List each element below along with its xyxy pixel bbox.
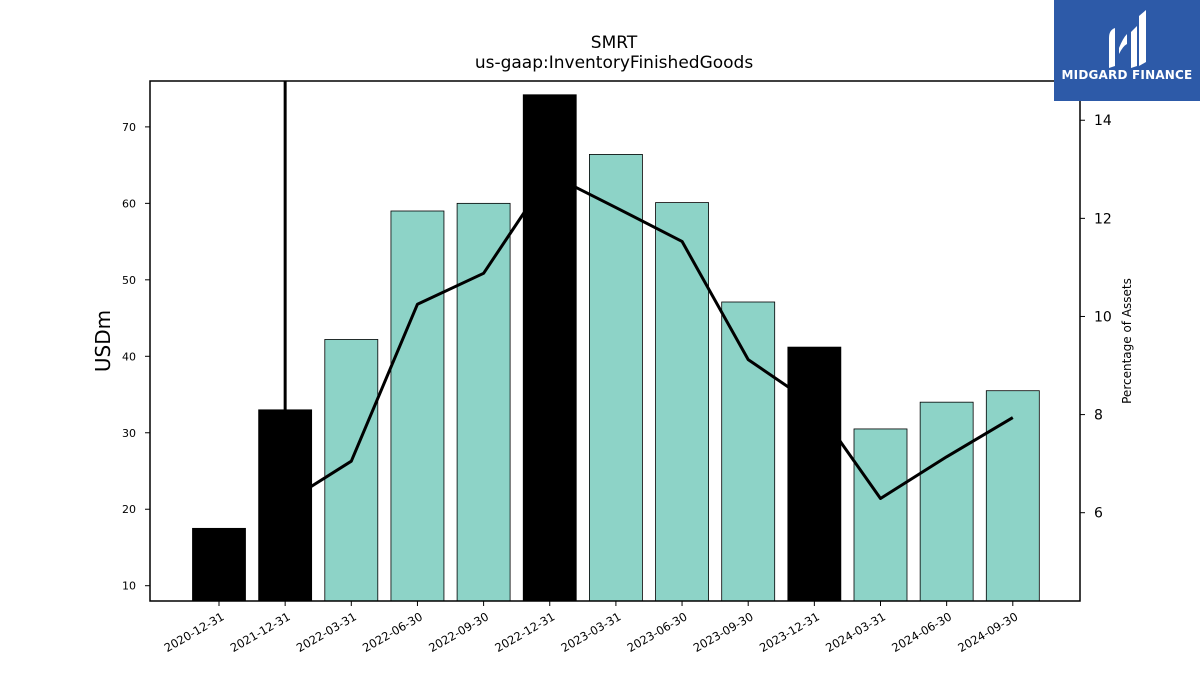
bar-2020-12-31 (192, 527, 246, 602)
x-tick-label: 2022-12-31 (492, 609, 557, 655)
bar-2023-12-31 (787, 346, 842, 602)
y-axis-right: 6 8 10 12 14 (1080, 113, 1112, 522)
x-tick-label: 2023-03-31 (559, 609, 624, 655)
bar-2023-06-30 (655, 202, 709, 602)
percent-assets-line (284, 172, 1014, 505)
x-tick-label: 2021-12-31 (228, 609, 293, 655)
x-tick-label: 2020-12-31 (162, 609, 227, 655)
x-tick-label: 2024-06-30 (889, 609, 954, 655)
bar-2022-06-30 (390, 210, 445, 602)
bar-2022-12-31 (522, 94, 577, 602)
x-axis: 2020-12-31 2021-12-31 2022-03-31 2022-06-30… (162, 601, 1020, 655)
plot-frame (149, 80, 1081, 602)
y2-axis-label: Percentage of Assets (1120, 278, 1134, 404)
bar-2023-03-31 (589, 154, 643, 602)
y-tick-label: 70 (122, 121, 136, 134)
bar-2022-09-30 (456, 202, 511, 602)
line-group (283, 81, 1014, 505)
x-tick-label: 2023-12-31 (757, 609, 822, 655)
bar-2022-03-31 (324, 339, 379, 602)
x-tick-label: 2024-03-31 (823, 609, 888, 655)
x-tick-label: 2023-06-30 (625, 609, 690, 655)
y2-tick-label: 12 (1094, 211, 1112, 227)
y-axis-label: USDm (91, 310, 115, 372)
bar-2024-09-30 (985, 390, 1040, 602)
logo-text: MIDGARD FINANCE (1061, 68, 1193, 82)
y2-tick-label: 8 (1094, 408, 1103, 424)
bar-2024-03-31 (853, 428, 908, 602)
y-tick-label: 10 (122, 580, 136, 593)
y2-tick-label: 14 (1094, 113, 1112, 129)
bar-group (192, 94, 1040, 602)
y-tick-label: 20 (122, 503, 136, 516)
logo-mark-icon (1109, 10, 1146, 68)
brand-logo: MIDGARD FINANCE (1054, 0, 1200, 101)
y-tick-label: 30 (122, 427, 136, 440)
bar-2023-09-30 (721, 301, 776, 602)
chart-subtitle: us-gaap:InventoryFinishedGoods (475, 53, 754, 73)
x-tick-label: 2022-06-30 (360, 609, 425, 655)
x-tick-label: 2022-09-30 (426, 609, 491, 655)
y-axis-left: 10 20 30 40 50 60 70 (122, 121, 150, 593)
y-tick-label: 60 (122, 197, 136, 210)
x-tick-label: 2022-03-31 (294, 609, 359, 655)
bar-2024-06-30 (919, 401, 974, 602)
x-tick-label: 2024-09-30 (955, 609, 1020, 655)
y-tick-label: 50 (122, 274, 136, 287)
x-tick-label: 2023-09-30 (691, 609, 756, 655)
y2-tick-label: 10 (1094, 309, 1112, 325)
y2-tick-label: 6 (1094, 506, 1103, 522)
y-tick-label: 40 (122, 350, 136, 363)
chart-title: SMRT (591, 33, 638, 53)
